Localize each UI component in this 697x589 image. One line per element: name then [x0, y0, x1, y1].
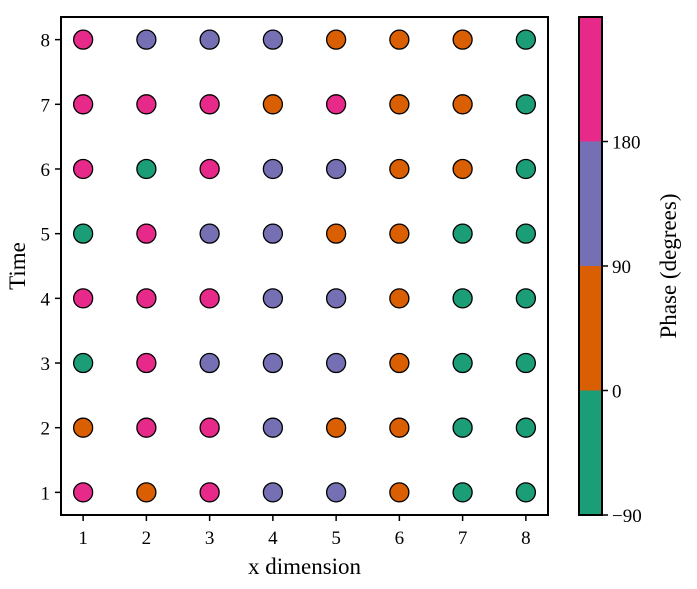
scatter-point [452, 158, 473, 180]
scatter-point [72, 352, 94, 374]
scatter-point [515, 352, 537, 374]
scatter-point [325, 94, 347, 115]
scatter-point [389, 352, 410, 374]
scatter-point [452, 223, 473, 244]
y-tick-label: 8 [41, 31, 51, 52]
colorbar-tick-label: 0 [612, 382, 622, 403]
scatter-point [199, 94, 220, 115]
scatter-point [72, 288, 94, 309]
scatter-point [325, 223, 347, 244]
scatter-point [452, 482, 473, 503]
scatter-point [325, 29, 347, 50]
scatter-point [199, 352, 220, 374]
y-tick-label: 3 [41, 354, 51, 375]
scatter-point [389, 94, 410, 115]
scatter-point [136, 223, 157, 244]
scatter-point [136, 158, 157, 180]
colorbar-label: Phase (degrees) [656, 194, 681, 339]
scatter-point [515, 417, 537, 438]
scatter-point [515, 288, 537, 309]
x-tick-label: 6 [395, 528, 405, 549]
scatter-point [389, 29, 410, 50]
scatter-point [515, 158, 537, 180]
scatter-point [136, 94, 157, 115]
y-tick-label: 5 [41, 225, 51, 246]
y-tick-label: 7 [41, 95, 51, 116]
scatter-point [72, 223, 94, 244]
plot-frame [60, 16, 549, 516]
scatter-point [136, 29, 157, 50]
x-tick-label: 3 [205, 528, 215, 549]
scatter-point [136, 417, 157, 438]
scatter-point [136, 482, 157, 503]
scatter-point [262, 417, 284, 438]
scatter-point [262, 29, 284, 50]
scatter-point [199, 482, 220, 503]
scatter-point [515, 482, 537, 503]
x-tick-label: 8 [521, 528, 531, 549]
scatter-point [452, 94, 473, 115]
scatter-point [325, 288, 347, 309]
scatter-point [452, 29, 473, 50]
x-axis: 1 2 3 4 5 6 7 8 [78, 515, 531, 549]
colorbar-segment [579, 390, 602, 515]
scatter-point [515, 223, 537, 244]
scatter-point [389, 158, 410, 180]
x-tick-label: 2 [142, 528, 152, 549]
scatter-point [199, 223, 220, 244]
scatter-point [72, 29, 94, 50]
scatter-point [72, 158, 94, 180]
scatter-point [199, 158, 220, 180]
x-tick-label: 4 [268, 528, 278, 549]
y-axis-title: Time [5, 242, 30, 290]
colorbar [579, 17, 602, 515]
scatter-point [389, 223, 410, 244]
scatter-point [136, 352, 157, 374]
scatter-point [199, 29, 220, 50]
y-axis: 1 2 3 4 5 6 7 8 [41, 31, 61, 504]
scatter-point [262, 352, 284, 374]
x-tick-label: 5 [331, 528, 341, 549]
scatter-point [72, 94, 94, 115]
scatter-point [262, 288, 284, 309]
scatter-point [325, 482, 347, 503]
scatter-point [389, 288, 410, 309]
scatter-point [325, 158, 347, 180]
scatter-point [136, 288, 157, 309]
scatter-point [452, 417, 473, 438]
y-tick-label: 6 [41, 160, 51, 181]
y-tick-label: 4 [41, 289, 51, 310]
scatter-point [72, 417, 94, 438]
scatter-point [389, 482, 410, 503]
scatter-points [72, 29, 537, 503]
scatter-point [262, 94, 284, 115]
colorbar-tick-label: 180 [612, 133, 641, 154]
scatter-point [262, 482, 284, 503]
scatter-point [325, 417, 347, 438]
scatter-point [199, 288, 220, 309]
colorbar-ticks: −90 0 90 180 [602, 133, 642, 527]
y-tick-label: 1 [41, 483, 51, 504]
x-tick-label: 7 [458, 528, 468, 549]
scatter-point [199, 417, 220, 438]
scatter-point [452, 288, 473, 309]
scatter-point [452, 352, 473, 374]
x-axis-title: x dimension [248, 554, 362, 579]
colorbar-segment [579, 141, 602, 266]
scatter-point [515, 29, 537, 50]
colorbar-segment [579, 17, 602, 142]
scatter-point [515, 94, 537, 115]
scatter-point [325, 352, 347, 374]
scatter-point [262, 158, 284, 180]
colorbar-tick-label: 90 [612, 257, 631, 278]
x-tick-label: 1 [78, 528, 88, 549]
scatter-point [389, 417, 410, 438]
colorbar-tick-label: −90 [612, 506, 642, 527]
scatter-point [262, 223, 284, 244]
y-tick-label: 2 [41, 419, 51, 440]
colorbar-segment [579, 266, 602, 391]
scatter-point [72, 482, 94, 503]
